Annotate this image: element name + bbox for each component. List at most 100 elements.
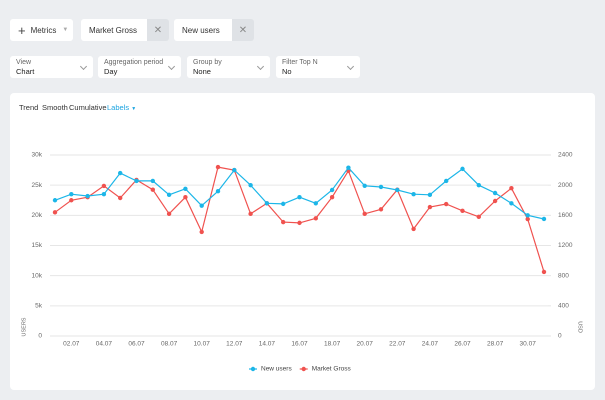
point [150,187,155,192]
filter-dropdown[interactable]: Filter Top N No [276,56,360,78]
caret-icon: ▼ [62,27,69,33]
point [460,166,465,172]
point [378,184,384,190]
x-tick-label: 20.07 [357,341,374,348]
filter-value: No [282,67,292,76]
point [281,201,286,207]
tab-label: Labels [107,103,130,112]
y2-tick-label: 1600 [558,212,573,219]
point [297,195,302,200]
point [541,216,547,222]
point [509,185,514,191]
point [297,220,302,226]
point [492,190,498,196]
chip-label: New users [182,25,220,35]
point [476,214,481,220]
point [69,198,74,203]
point [52,210,58,215]
chart-card [10,93,595,390]
x-tick-label: 26.07 [454,341,471,348]
filter-dropdown[interactable]: View Chart [10,56,93,78]
y-axis-title: USERS [21,317,27,336]
point [118,170,123,176]
point [362,211,367,217]
point [118,195,123,201]
y2-tick-label: 2000 [558,182,573,189]
point [134,178,139,184]
filter-value: None [193,67,211,76]
point [264,201,270,206]
point [362,183,367,188]
remove-chip[interactable]: ✕ [147,19,169,41]
tab[interactable]: Cumulative [69,103,107,112]
metric-chip[interactable]: New users [174,19,234,41]
y-tick-label: 20k [32,212,43,219]
x-tick-label: 28.07 [487,341,504,348]
tab-active[interactable]: Labels ▼ [107,103,136,112]
x-tick-label: 18.07 [324,341,341,348]
x-tick-label: 14.07 [259,341,276,348]
point [215,189,221,194]
point [525,213,530,218]
point [460,208,465,214]
point [199,229,204,235]
point [378,207,384,212]
x-tick-label: 04.07 [96,341,113,348]
filter-dropdown[interactable]: Group by None [187,56,270,78]
point [525,216,530,222]
y-tick-label: 15k [32,242,43,249]
y2-tick-label: 1200 [558,242,573,249]
x-tick-label: 22.07 [389,341,406,348]
point [101,192,107,197]
metrics-label: Metrics [30,25,57,35]
metric-chip[interactable]: Market Gross [81,19,149,41]
point [444,201,449,207]
legend-label: New users [261,366,292,373]
point [232,167,237,173]
point [509,201,514,206]
y-tick-label: 25k [32,182,43,189]
filter-dropdown[interactable]: Aggregation period Day [98,56,181,78]
tab[interactable]: Trend [19,103,39,112]
x-tick-label: 24.07 [422,341,439,348]
point [166,211,172,217]
y2-axis-title: USD [577,321,583,333]
remove-chip[interactable]: ✕ [232,19,254,41]
point [183,195,188,200]
metrics-button[interactable]: + Metrics ▼ [10,19,73,41]
point [541,269,547,275]
point [248,182,253,188]
x-tick-label: 12.07 [226,341,243,348]
filter-label: View [16,59,32,66]
point [199,203,204,208]
point [329,187,335,193]
y2-tick-label: 800 [558,272,569,279]
point [346,165,351,170]
point [281,219,286,225]
plus-icon: + [18,22,26,38]
y2-tick-label: 2400 [558,152,573,159]
legend-label: Market Gross [312,366,352,373]
point [183,186,188,191]
filter-label: Group by [193,59,222,66]
tab[interactable]: Smooth [42,103,68,112]
point [85,193,90,199]
point [427,192,433,198]
x-tick-label: 10.07 [194,341,211,348]
filter-label: Filter Top N [282,59,318,66]
point [476,182,481,188]
point [215,164,221,170]
point [395,187,400,193]
point [492,198,498,204]
x-tick-label: 08.07 [161,341,178,348]
point [150,178,155,184]
series-line [54,166,545,273]
y-tick-label: 0 [38,333,42,340]
point [248,211,253,217]
point [166,192,172,198]
legend-swatch [250,366,256,372]
filter-value: Day [104,67,118,76]
filter-value: Chart [16,67,35,76]
y-tick-label: 10k [32,272,43,279]
